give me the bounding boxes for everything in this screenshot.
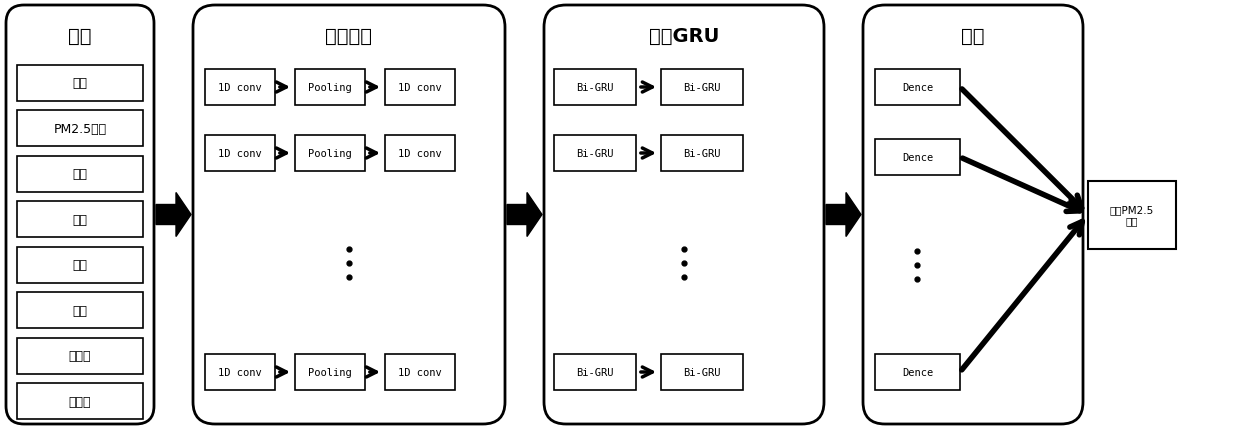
Text: 一维卷积: 一维卷积 — [325, 26, 372, 46]
Text: 露点: 露点 — [72, 77, 88, 90]
Bar — [17, 111, 143, 147]
FancyBboxPatch shape — [6, 6, 154, 424]
Bar — [17, 66, 143, 101]
Text: 气压: 气压 — [72, 213, 88, 226]
Text: Bi-GRU: Bi-GRU — [683, 83, 720, 93]
Bar — [17, 202, 143, 238]
Text: 1D conv: 1D conv — [398, 367, 441, 377]
Text: Pooling: Pooling — [308, 83, 352, 93]
Text: Pooling: Pooling — [308, 367, 352, 377]
FancyBboxPatch shape — [193, 6, 505, 424]
Text: 降雨量: 降雨量 — [68, 395, 92, 408]
Bar — [661, 354, 743, 390]
Text: Dence: Dence — [901, 367, 934, 377]
Text: 1D conv: 1D conv — [218, 149, 262, 159]
Bar — [384, 354, 455, 390]
Text: Dence: Dence — [901, 83, 934, 93]
Text: 1D conv: 1D conv — [398, 83, 441, 93]
Bar — [17, 384, 143, 419]
Text: 预测PM2.5
浓度: 预测PM2.5 浓度 — [1110, 204, 1154, 226]
Bar — [554, 70, 636, 106]
FancyArrow shape — [826, 193, 861, 237]
Bar — [1087, 181, 1176, 249]
Bar — [875, 70, 960, 106]
FancyArrow shape — [156, 193, 191, 237]
FancyBboxPatch shape — [863, 6, 1083, 424]
Text: 降雪量: 降雪量 — [68, 350, 92, 362]
Bar — [17, 157, 143, 192]
Text: Bi-GRU: Bi-GRU — [577, 149, 614, 159]
Bar — [205, 70, 275, 106]
Bar — [295, 354, 365, 390]
FancyArrow shape — [507, 193, 542, 237]
Bar — [661, 70, 743, 106]
Bar — [17, 292, 143, 329]
Bar — [205, 354, 275, 390]
Text: 输入: 输入 — [68, 26, 92, 46]
Bar — [384, 70, 455, 106]
Text: Pooling: Pooling — [308, 149, 352, 159]
Text: Bi-GRU: Bi-GRU — [577, 83, 614, 93]
Bar — [554, 354, 636, 390]
Text: Bi-GRU: Bi-GRU — [683, 149, 720, 159]
Bar — [295, 70, 365, 106]
Bar — [554, 136, 636, 172]
Bar — [384, 136, 455, 172]
Text: PM2.5浓度: PM2.5浓度 — [53, 123, 107, 135]
Bar — [17, 338, 143, 374]
Text: Dence: Dence — [901, 153, 934, 163]
Text: 双向GRU: 双向GRU — [649, 26, 719, 46]
Text: Bi-GRU: Bi-GRU — [577, 367, 614, 377]
Bar — [295, 136, 365, 172]
Bar — [875, 354, 960, 390]
Bar — [205, 136, 275, 172]
FancyBboxPatch shape — [544, 6, 825, 424]
Text: 风速: 风速 — [72, 304, 88, 317]
Text: Bi-GRU: Bi-GRU — [683, 367, 720, 377]
Text: 1D conv: 1D conv — [398, 149, 441, 159]
Bar — [17, 247, 143, 283]
Bar — [875, 140, 960, 175]
Bar — [661, 136, 743, 172]
Text: 1D conv: 1D conv — [218, 367, 262, 377]
Text: 1D conv: 1D conv — [218, 83, 262, 93]
Text: 风向: 风向 — [72, 259, 88, 272]
Text: 温度: 温度 — [72, 168, 88, 181]
Text: 输出: 输出 — [961, 26, 985, 46]
